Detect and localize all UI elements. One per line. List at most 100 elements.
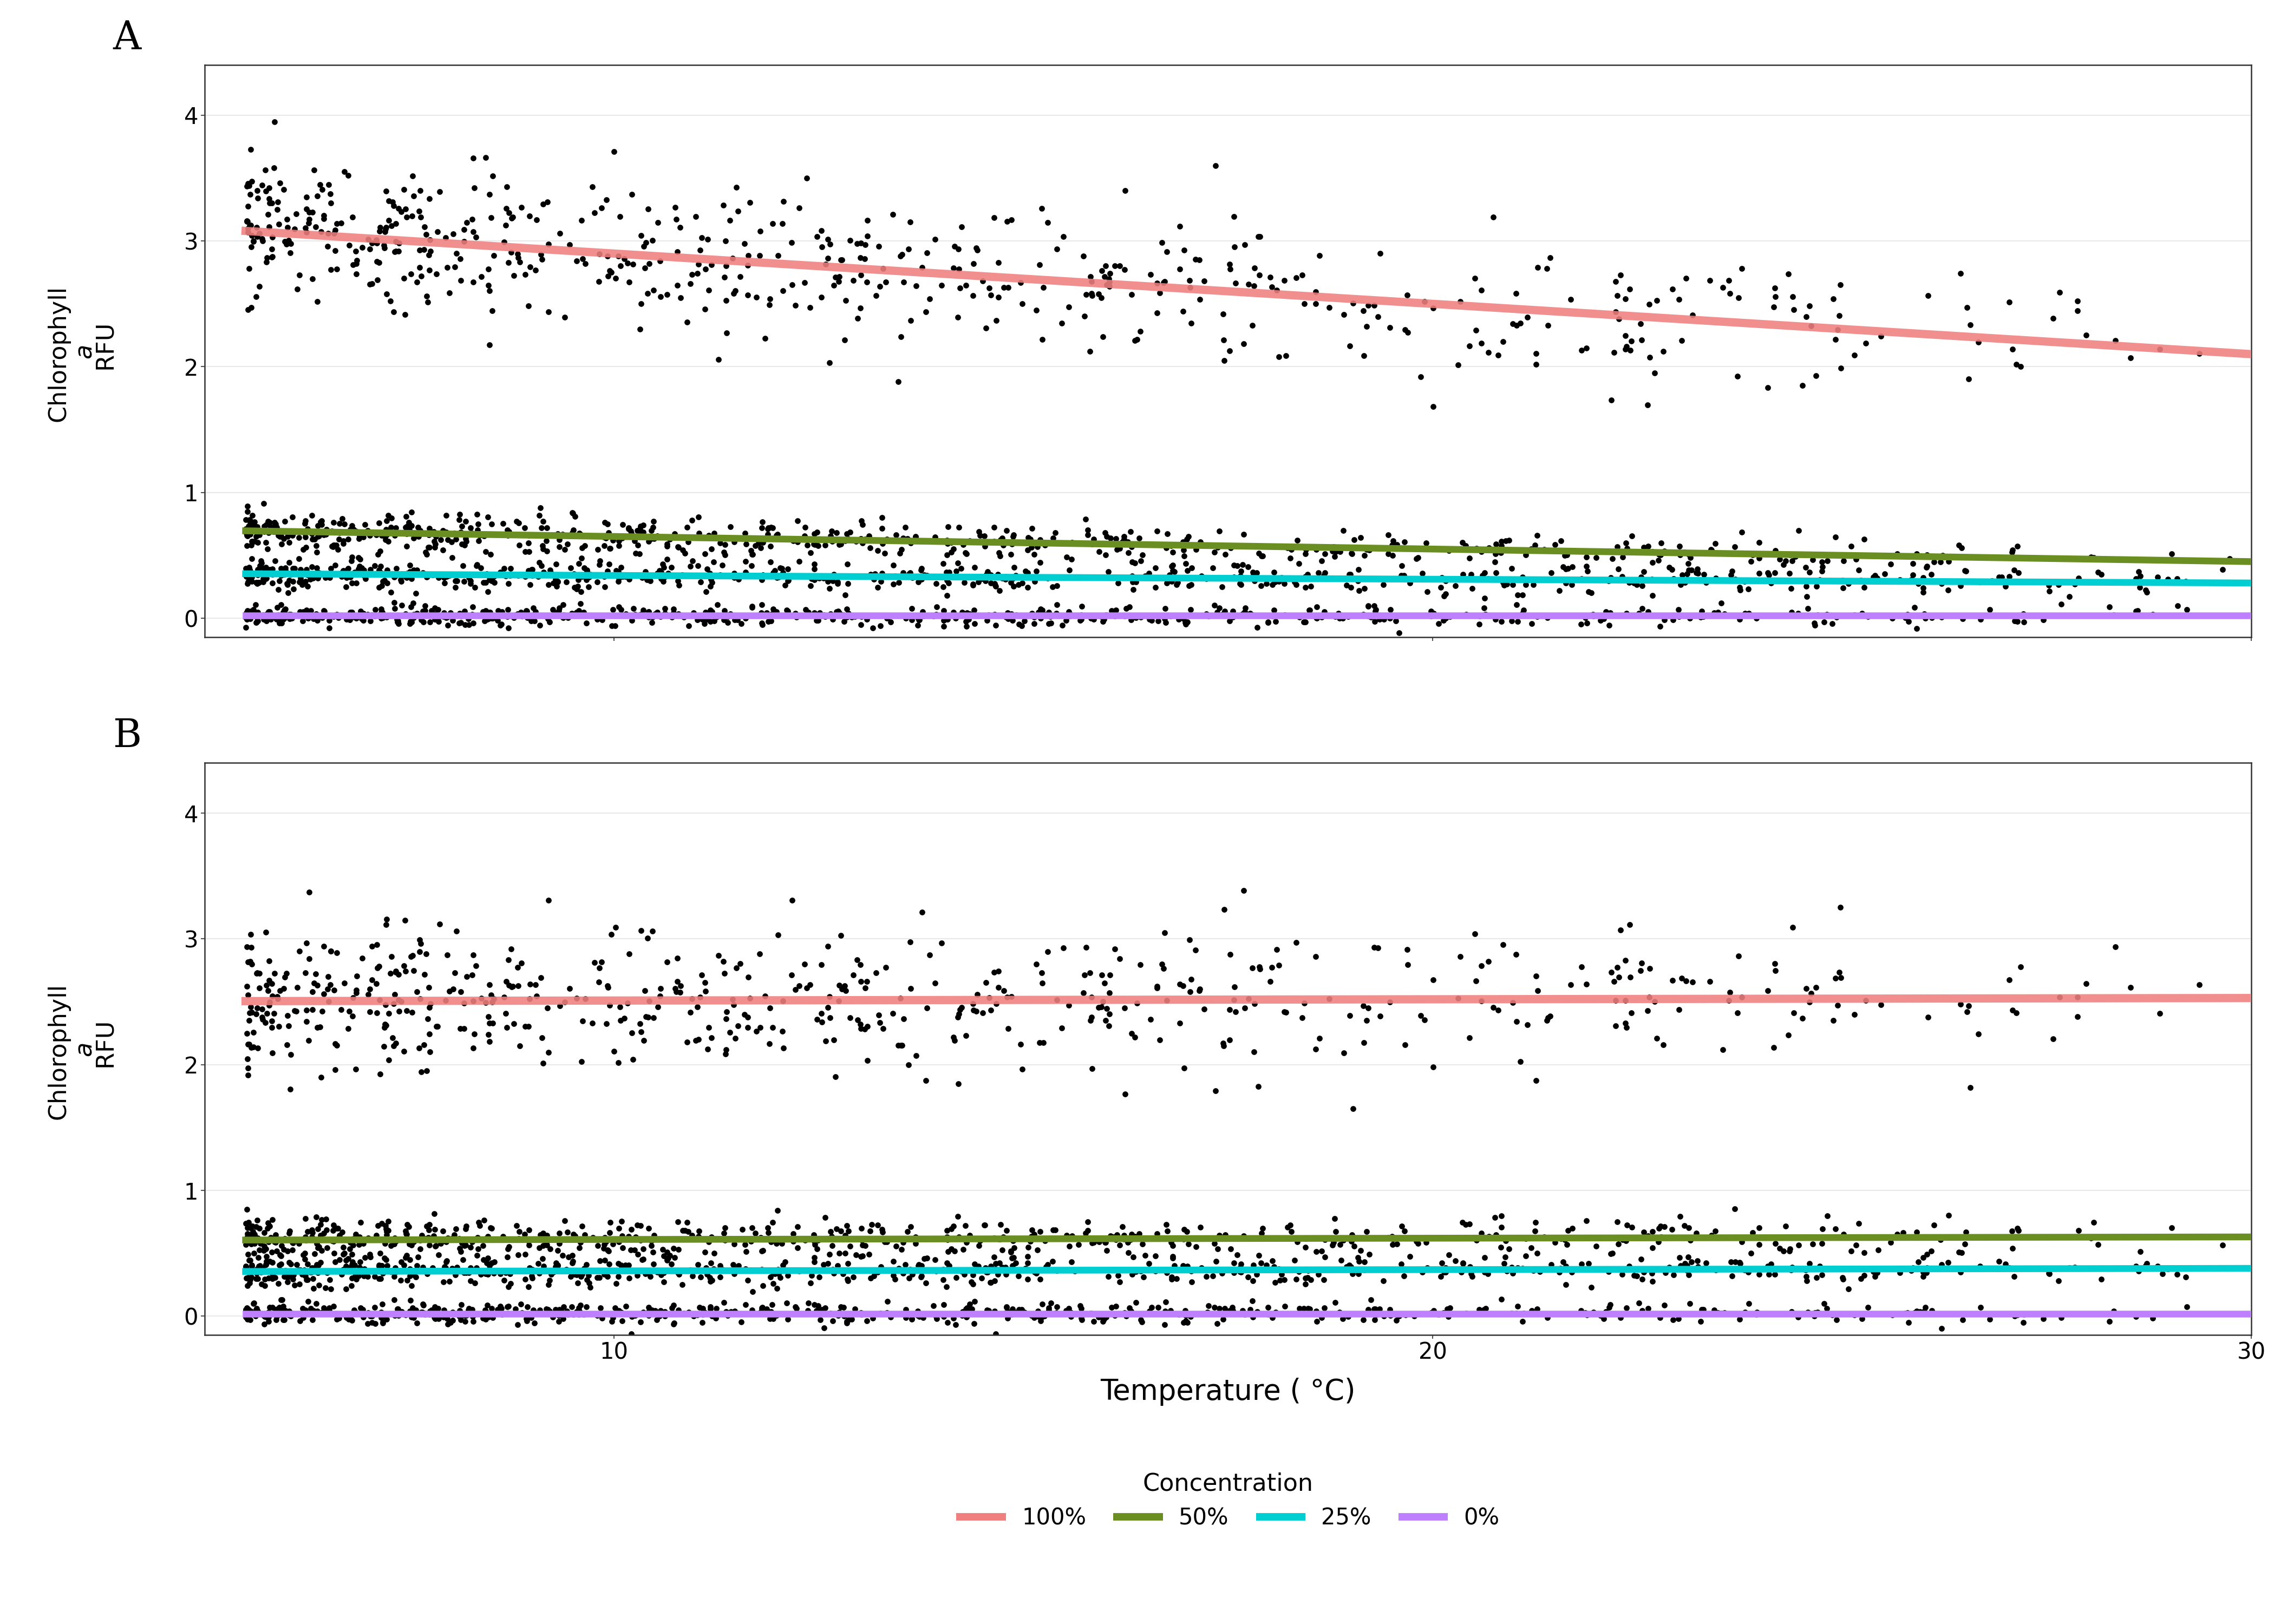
Point — [691, 1268, 728, 1294]
Point — [1483, 1286, 1519, 1312]
Point — [798, 1007, 835, 1033]
Point — [316, 510, 352, 536]
Point — [953, 1296, 989, 1322]
Point — [980, 1226, 1016, 1252]
Point — [555, 1249, 591, 1275]
Point — [1624, 326, 1660, 352]
Point — [605, 245, 641, 271]
Point — [239, 1213, 275, 1239]
Point — [648, 948, 684, 974]
Point — [387, 601, 423, 627]
Point — [662, 979, 698, 1005]
Point — [491, 562, 528, 588]
Point — [316, 1249, 352, 1275]
Point — [1303, 1237, 1339, 1263]
Point — [341, 1254, 377, 1280]
Point — [421, 911, 457, 937]
Point — [850, 523, 887, 549]
Point — [309, 1216, 346, 1242]
Point — [664, 1218, 700, 1244]
Point — [330, 1015, 366, 1041]
Point — [1692, 1224, 1728, 1250]
Point — [248, 1249, 284, 1275]
Point — [898, 273, 935, 299]
Point — [232, 557, 268, 583]
Point — [257, 510, 293, 536]
Point — [1721, 575, 1758, 601]
Point — [1137, 575, 1173, 601]
Point — [1528, 1007, 1565, 1033]
Point — [503, 1033, 539, 1059]
Point — [600, 1298, 637, 1324]
Point — [641, 604, 678, 630]
Point — [1364, 572, 1401, 598]
Text: RFU: RFU — [96, 323, 118, 378]
Point — [1107, 1302, 1144, 1328]
Point — [500, 1218, 537, 1244]
Point — [1608, 1212, 1644, 1237]
Point — [316, 978, 352, 1004]
Point — [1756, 1034, 1792, 1060]
Point — [325, 1241, 362, 1267]
Point — [1205, 326, 1242, 352]
Point — [571, 1275, 607, 1301]
Point — [630, 1302, 666, 1328]
Point — [1030, 599, 1067, 625]
Point — [1446, 533, 1483, 559]
Point — [598, 1270, 634, 1296]
Point — [1715, 1263, 1751, 1289]
Point — [1808, 1296, 1844, 1322]
Point — [252, 515, 289, 541]
Point — [1212, 257, 1248, 283]
Point — [1351, 1298, 1387, 1324]
Point — [814, 1307, 850, 1333]
Point — [625, 520, 662, 546]
Point — [1076, 606, 1112, 632]
Point — [659, 239, 696, 265]
Point — [316, 1293, 352, 1319]
Point — [243, 547, 280, 573]
Point — [653, 554, 689, 580]
Point — [239, 214, 275, 240]
Point — [848, 208, 885, 234]
Point — [587, 1247, 623, 1273]
Point — [932, 529, 969, 555]
Point — [750, 1220, 787, 1246]
Point — [1223, 559, 1260, 585]
Point — [330, 555, 366, 581]
Point — [291, 206, 327, 232]
Point — [605, 1223, 641, 1249]
Point — [1562, 611, 1599, 637]
Point — [1073, 1056, 1110, 1082]
Point — [1217, 203, 1253, 229]
Point — [366, 232, 402, 258]
Point — [630, 250, 666, 276]
Point — [869, 526, 905, 552]
Point — [425, 538, 462, 564]
Point — [300, 523, 337, 549]
Point — [1426, 583, 1462, 609]
Point — [821, 973, 857, 999]
Point — [1285, 991, 1321, 1017]
Point — [1123, 604, 1160, 630]
Point — [1003, 1031, 1039, 1057]
Point — [234, 528, 271, 554]
Point — [271, 1302, 307, 1328]
Point — [323, 1259, 359, 1285]
Point — [230, 1215, 266, 1241]
Point — [944, 599, 980, 625]
Point — [300, 1216, 337, 1242]
Point — [1721, 1250, 1758, 1276]
Point — [1387, 1031, 1424, 1057]
Point — [509, 1307, 546, 1333]
Point — [744, 1294, 780, 1320]
Point — [716, 992, 753, 1018]
Point — [614, 1304, 650, 1330]
Point — [234, 1213, 271, 1239]
Point — [1758, 1231, 1794, 1257]
Point — [359, 248, 396, 274]
Point — [1981, 1249, 2017, 1275]
Point — [364, 606, 400, 632]
Point — [1214, 1298, 1251, 1324]
Point — [2026, 1306, 2063, 1332]
